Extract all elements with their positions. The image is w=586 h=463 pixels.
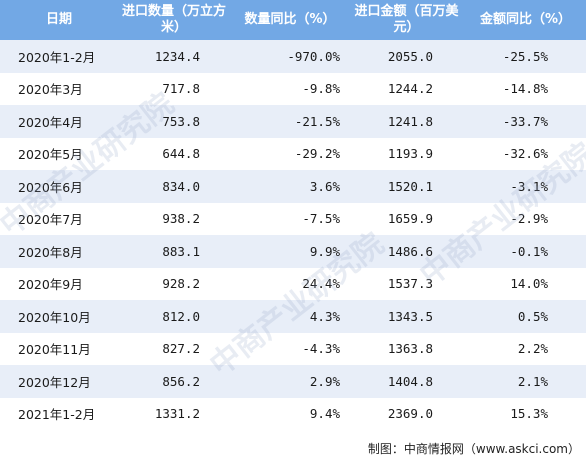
cell-date: 2020年8月 [18, 244, 83, 260]
cell-amount: 1404.8 [387, 373, 433, 389]
table-row: 2020年3月 717.8 -9.8% 1244.2 -14.8% [0, 72, 586, 105]
cell-quantity-yoy: 2.9% [309, 373, 340, 389]
table-header: 日期 进口数量（万立方米） 数量同比（%） 进口金额（百万美元） 金额同比（%） [0, 0, 586, 40]
cell-amount-yoy: 2.2% [517, 341, 548, 357]
cell-quantity-yoy: -21.5% [294, 113, 340, 129]
table-row: 2020年4月 753.8 -21.5% 1241.8 -33.7% [0, 105, 586, 138]
cell-amount-yoy: -14.8% [502, 81, 548, 97]
table-row: 2020年7月 938.2 -7.5% 1659.9 -2.9% [0, 202, 586, 235]
cell-quantity: 834.0 [162, 178, 200, 194]
source-caption: 制图：中商情报网（www.askci.com） [367, 442, 580, 456]
cell-amount-yoy: -3.1% [510, 178, 548, 194]
cell-quantity: 1234.4 [154, 48, 200, 64]
cell-quantity-yoy: -7.5% [302, 211, 340, 227]
cell-quantity: 938.2 [162, 211, 200, 227]
cell-quantity: 928.2 [162, 276, 200, 292]
cell-amount: 2369.0 [387, 406, 433, 422]
table-row: 2020年10月 812.0 4.3% 1343.5 0.5% [0, 300, 586, 333]
table-row: 2020年9月 928.2 24.4% 1537.3 14.0% [0, 267, 586, 300]
cell-date: 2020年1-2月 [18, 49, 96, 65]
cell-quantity-yoy: -4.3% [302, 341, 340, 357]
cell-date: 2020年11月 [18, 342, 91, 358]
cell-quantity-yoy: 4.3% [309, 308, 340, 324]
table-row: 2020年11月 827.2 -4.3% 1363.8 2.2% [0, 332, 586, 365]
cell-quantity-yoy: 3.6% [309, 178, 340, 194]
cell-amount-yoy: -25.5% [502, 48, 548, 64]
cell-amount: 1241.8 [387, 113, 433, 129]
cell-quantity: 753.8 [162, 113, 200, 129]
cell-amount-yoy: 15.3% [510, 406, 548, 422]
cell-quantity-yoy: 9.4% [309, 406, 340, 422]
cell-quantity: 1331.2 [154, 406, 200, 422]
cell-date: 2020年3月 [18, 82, 83, 98]
cell-amount-yoy: -33.7% [502, 113, 548, 129]
cell-date: 2020年6月 [18, 179, 83, 195]
cell-quantity: 883.1 [162, 243, 200, 259]
cell-quantity: 717.8 [162, 81, 200, 97]
cell-amount-yoy: -2.9% [510, 211, 548, 227]
cell-date: 2020年9月 [18, 277, 83, 293]
cell-quantity: 812.0 [162, 308, 200, 324]
cell-quantity-yoy: 9.9% [309, 243, 340, 259]
cell-amount: 1537.3 [387, 276, 433, 292]
header-amount-yoy: 金额同比（%） [479, 12, 572, 27]
import-data-table: 日期 进口数量（万立方米） 数量同比（%） 进口金额（百万美元） 金额同比（%）… [0, 0, 586, 430]
data-table-container: 日期 进口数量（万立方米） 数量同比（%） 进口金额（百万美元） 金额同比（%）… [0, 0, 586, 430]
cell-amount: 2055.0 [387, 48, 433, 64]
cell-quantity-yoy: -29.2% [294, 146, 340, 162]
cell-quantity: 644.8 [162, 146, 200, 162]
cell-amount-yoy: -0.1% [510, 243, 548, 259]
table-row: 2020年5月 644.8 -29.2% 1193.9 -32.6% [0, 137, 586, 170]
cell-quantity: 856.2 [162, 373, 200, 389]
cell-amount: 1343.5 [387, 308, 433, 324]
cell-date: 2020年4月 [18, 114, 83, 130]
cell-date: 2020年12月 [18, 374, 91, 390]
cell-amount: 1363.8 [387, 341, 433, 357]
table-row: 2020年6月 834.0 3.6% 1520.1 -3.1% [0, 170, 586, 203]
cell-quantity: 827.2 [162, 341, 200, 357]
table-row: 2021年1-2月 1331.2 9.4% 2369.0 15.3% [0, 397, 586, 430]
cell-quantity-yoy: -9.8% [302, 81, 340, 97]
cell-date: 2020年5月 [18, 147, 83, 163]
cell-amount: 1520.1 [387, 178, 433, 194]
cell-amount-yoy: -32.6% [502, 146, 548, 162]
cell-amount-yoy: 14.0% [510, 276, 548, 292]
header-import-amount: 进口金额（百万美元） [354, 4, 459, 35]
cell-quantity-yoy: -970.0% [287, 48, 340, 64]
cell-amount-yoy: 2.1% [517, 373, 548, 389]
table-body: 2020年1-2月 1234.4 -970.0% 2055.0 -25.5% 2… [0, 40, 586, 430]
cell-amount: 1659.9 [387, 211, 433, 227]
table-row: 2020年1-2月 1234.4 -970.0% 2055.0 -25.5% [0, 40, 586, 73]
header-import-quantity: 进口数量（万立方米） [121, 4, 226, 35]
cell-amount: 1193.9 [387, 146, 433, 162]
cell-amount: 1244.2 [387, 81, 433, 97]
cell-date: 2020年10月 [18, 309, 91, 325]
header-quantity-yoy: 数量同比（%） [244, 12, 336, 27]
header-date: 日期 [46, 12, 73, 27]
table-row: 2020年8月 883.1 9.9% 1486.6 -0.1% [0, 235, 586, 268]
cell-date: 2020年7月 [18, 212, 83, 228]
cell-quantity-yoy: 24.4% [302, 276, 340, 292]
header-row: 日期 进口数量（万立方米） 数量同比（%） 进口金额（百万美元） 金额同比（%） [0, 0, 586, 40]
table-row: 2020年12月 856.2 2.9% 1404.8 2.1% [0, 365, 586, 398]
cell-amount: 1486.6 [387, 243, 433, 259]
cell-amount-yoy: 0.5% [517, 308, 548, 324]
cell-date: 2021年1-2月 [18, 407, 96, 423]
